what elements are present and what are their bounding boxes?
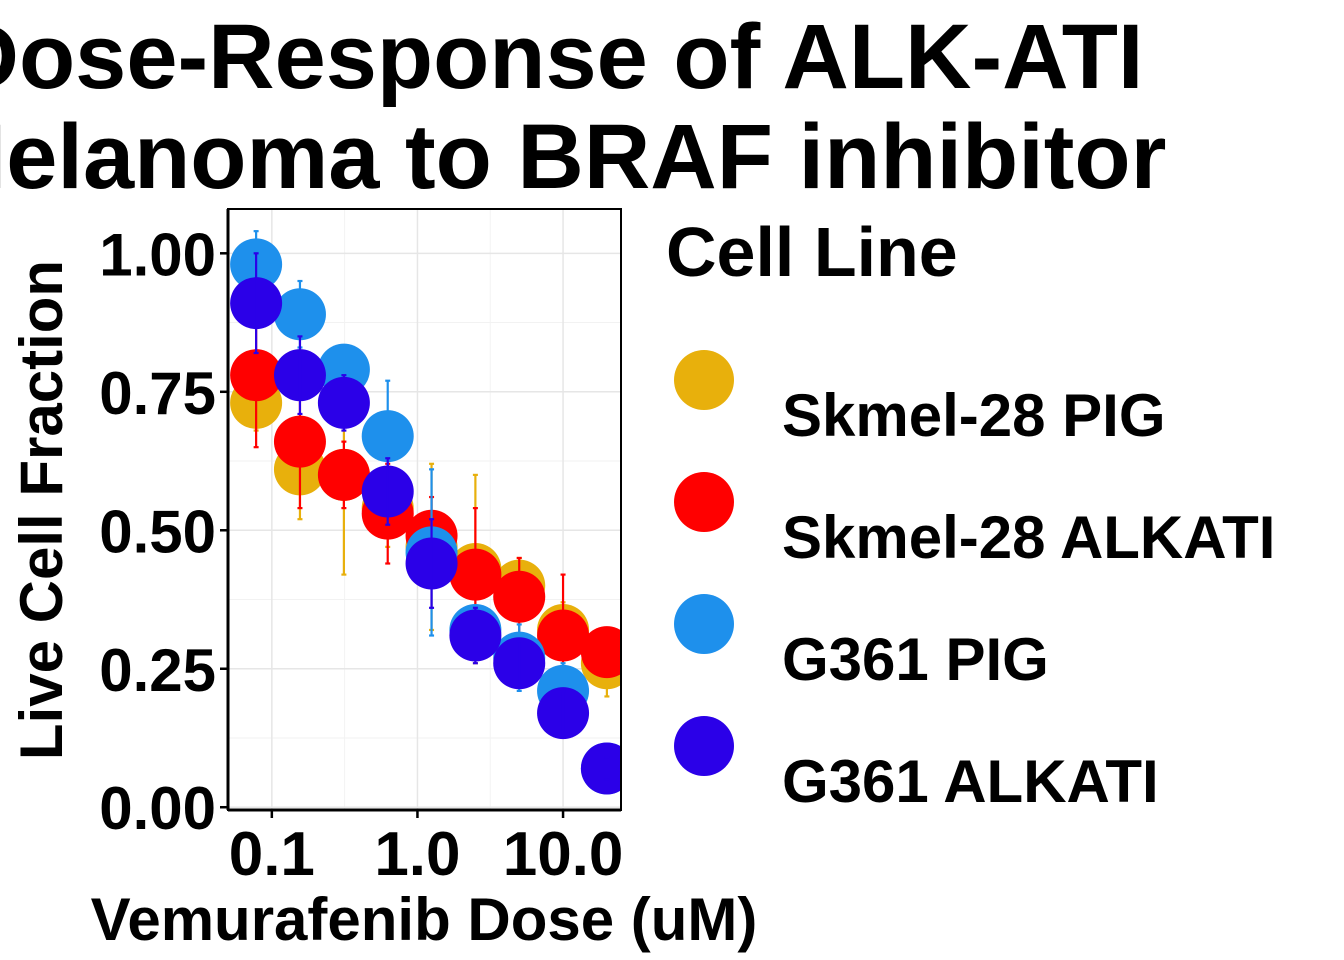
title-line-1: Dose-Response of ALK-ATI bbox=[0, 6, 1143, 108]
legend-label: G361 ALKATI bbox=[782, 748, 1159, 815]
y-tick-label: 0.00 bbox=[99, 775, 216, 842]
y-tick-label: 0.75 bbox=[99, 360, 216, 427]
legend-label: Skmel-28 ALKATI bbox=[782, 504, 1275, 571]
axes: 0.00 0.25 0.50 0.75 1.00 0.1 1.0 10.0 bbox=[99, 209, 623, 889]
y-axis-title: Live Cell Fraction bbox=[8, 260, 75, 760]
error-bar bbox=[604, 756, 610, 781]
y-tick-label: 0.50 bbox=[99, 498, 216, 565]
legend-item: G361 PIG bbox=[674, 594, 1049, 693]
legend-swatch bbox=[674, 716, 734, 776]
error-bar bbox=[472, 606, 478, 665]
y-tick-label: 0.25 bbox=[99, 637, 216, 704]
data-point bbox=[580, 626, 621, 679]
legend: Skmel-28 PIG Skmel-28 ALKATI G361 PIG G361 … bbox=[674, 350, 1275, 815]
error-bar bbox=[560, 689, 566, 737]
data-point bbox=[580, 742, 621, 795]
title-line-2: Melanoma to BRAF inhibitor bbox=[0, 106, 1166, 208]
x-tick-label: 0.1 bbox=[229, 820, 315, 889]
legend-label: Skmel-28 PIG bbox=[782, 382, 1166, 449]
x-axis-title: Vemurafenib Dose (uM) bbox=[91, 886, 758, 953]
error-bar bbox=[341, 374, 347, 432]
legend-item: Skmel-28 PIG bbox=[674, 350, 1166, 449]
series-2 bbox=[230, 302, 621, 698]
legend-swatch bbox=[674, 472, 734, 532]
legend-label: G361 PIG bbox=[782, 626, 1049, 693]
legend-item: G361 ALKATI bbox=[674, 716, 1159, 815]
error-bar bbox=[516, 639, 522, 687]
error-bar bbox=[604, 628, 610, 676]
plot-area bbox=[230, 230, 621, 795]
error-bar bbox=[385, 457, 391, 526]
series-markers bbox=[230, 230, 621, 795]
error-bar bbox=[341, 440, 347, 510]
x-tick-label: 10.0 bbox=[503, 820, 624, 889]
y-tick-label: 1.00 bbox=[99, 221, 216, 288]
legend-swatch bbox=[674, 594, 734, 654]
error-bar bbox=[297, 335, 303, 416]
error-bar bbox=[253, 252, 259, 355]
x-tick-label: 1.0 bbox=[374, 820, 460, 889]
series-4 bbox=[230, 252, 621, 795]
legend-item: Skmel-28 ALKATI bbox=[674, 472, 1275, 571]
legend-title: Cell Line bbox=[666, 213, 958, 291]
error-bar bbox=[429, 518, 435, 609]
legend-swatch bbox=[674, 350, 734, 410]
